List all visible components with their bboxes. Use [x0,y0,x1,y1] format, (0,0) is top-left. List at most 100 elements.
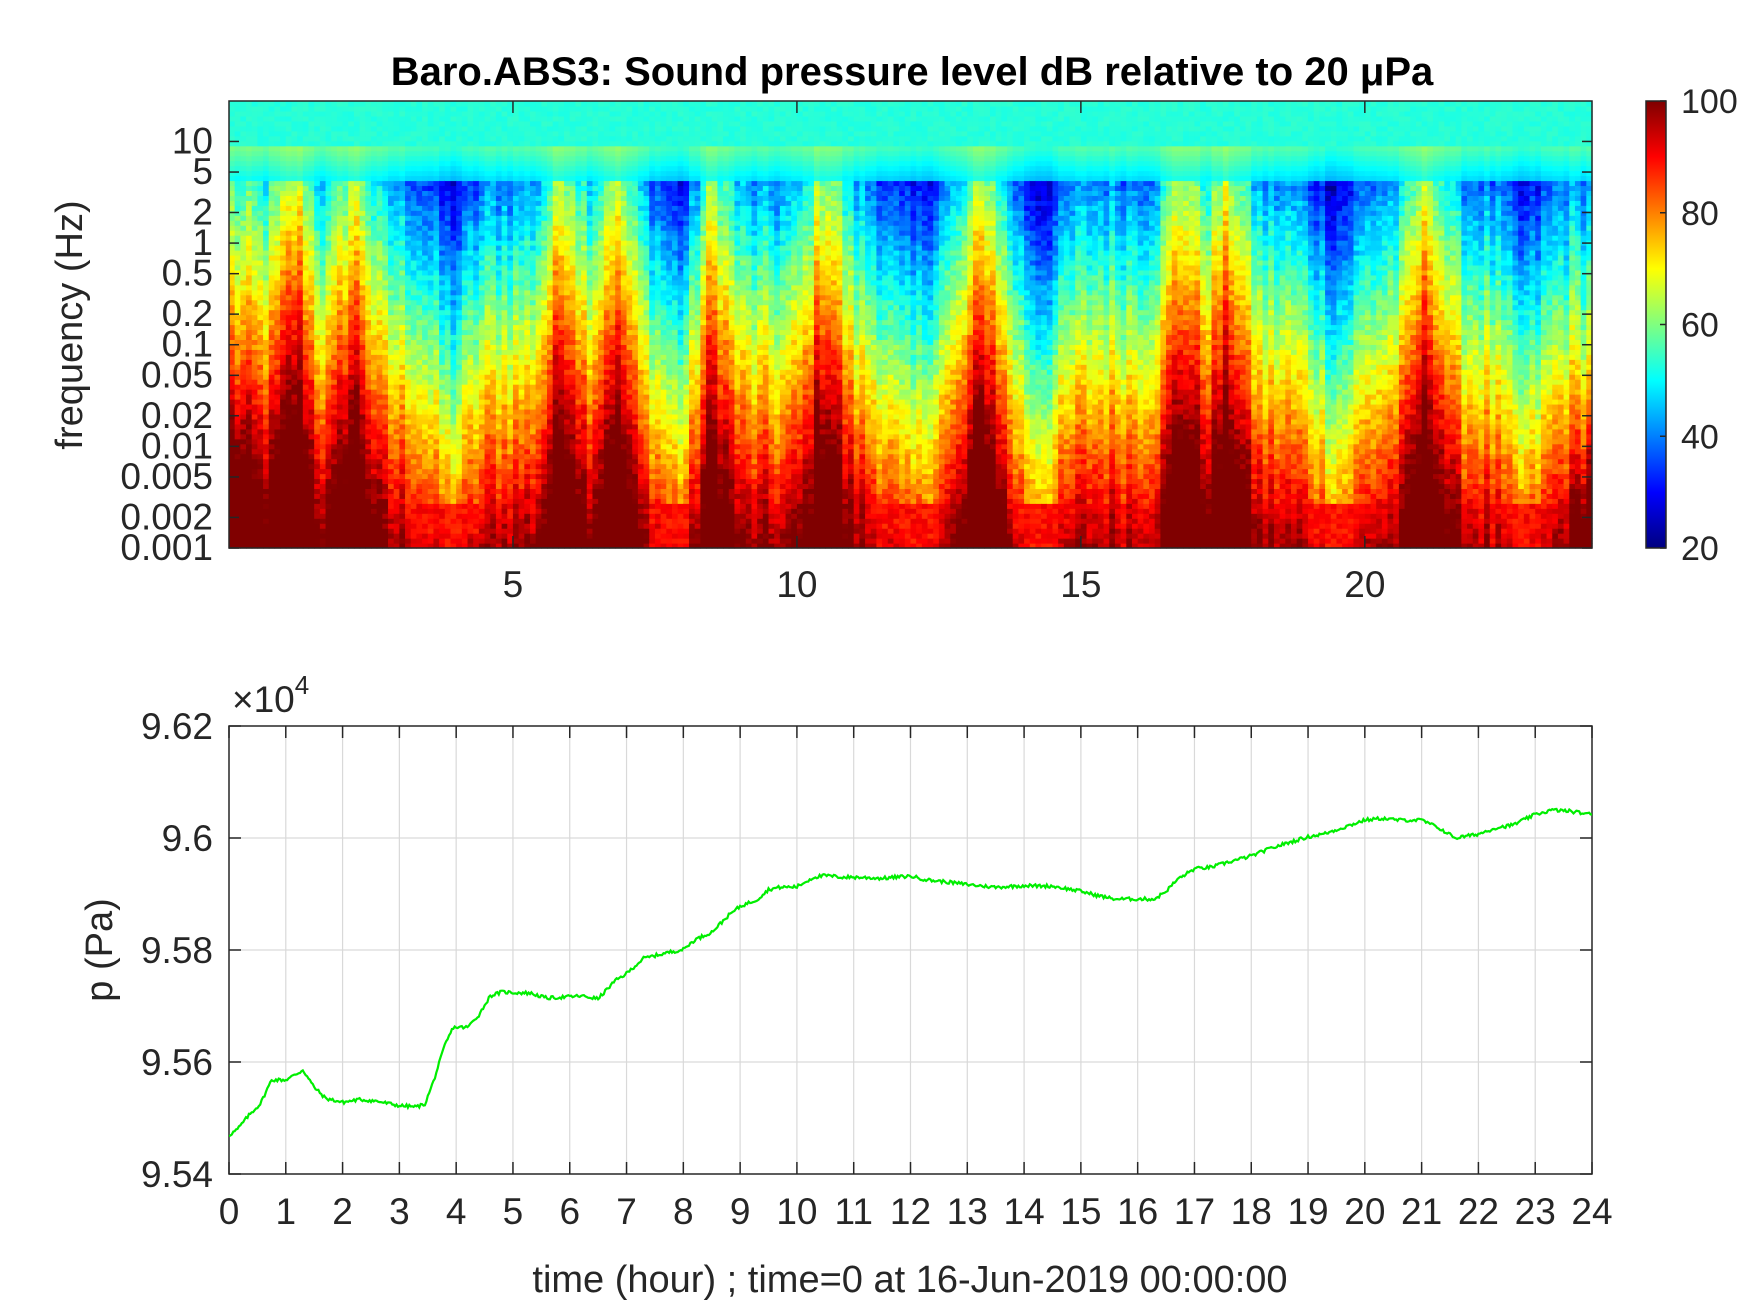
heatmap-cell [240,379,246,385]
heatmap-cell [320,151,326,157]
heatmap-cell [405,364,411,370]
heatmap-cell [377,528,383,534]
heatmap-cell [235,399,241,405]
heatmap-cell [456,538,462,544]
heatmap-cell [490,240,496,246]
heatmap-cell [405,508,411,514]
heatmap-cell [536,474,542,480]
heatmap-cell [286,116,292,122]
heatmap-cell [450,126,456,132]
heatmap-cell [291,225,297,231]
heatmap-cell [411,444,417,450]
heatmap-cell [479,300,485,306]
heatmap-cell [519,210,525,216]
heatmap-cell [530,339,536,345]
heatmap-cell [405,374,411,380]
heatmap-cell [450,300,456,306]
heatmap-cell [326,404,332,410]
heatmap-cell [326,528,332,534]
heatmap-cell [428,483,434,489]
heatmap-cell [286,454,292,460]
heatmap-cell [502,325,508,331]
heatmap-cell [257,503,263,509]
heatmap-cell [496,275,502,281]
heatmap-cell [320,513,326,519]
heatmap-cell [269,200,275,206]
heatmap-cell [473,220,479,226]
heatmap-cell [291,325,297,331]
spectrogram-title: Baro.ABS3: Sound pressure level dB relat… [391,50,1434,94]
heatmap-cell [422,414,428,420]
heatmap-cell [536,195,542,201]
heatmap-cell [371,379,377,385]
heatmap-cell [365,374,371,380]
heatmap-cell [416,474,422,480]
heatmap-cell [422,488,428,494]
heatmap-cell [343,250,349,256]
heatmap-cell [354,260,360,266]
heatmap-cell [394,503,400,509]
heatmap-cell [252,146,258,152]
heatmap-cell [445,151,451,157]
heatmap-cell [274,176,280,182]
heatmap-cell [473,171,479,177]
heatmap-cell [252,176,258,182]
heatmap-cell [445,389,451,395]
heatmap-cell [524,394,530,400]
heatmap-cell [450,503,456,509]
heatmap-cell [240,200,246,206]
heatmap-cell [411,533,417,539]
heatmap-cell [246,171,252,177]
heatmap-cell [439,444,445,450]
heatmap-cell [502,389,508,395]
heatmap-cell [519,404,525,410]
heatmap-cell [263,315,269,321]
heatmap-cell [394,528,400,534]
heatmap-cell [297,265,303,271]
heatmap-cell [274,280,280,286]
heatmap-cell [479,493,485,499]
heatmap-cell [485,459,491,465]
heatmap-cell [235,265,241,271]
heatmap-cell [354,185,360,191]
heatmap-cell [297,131,303,137]
heatmap-cell [502,488,508,494]
heatmap-cell [439,106,445,112]
heatmap-cell [274,260,280,266]
heatmap-cell [416,245,422,251]
heatmap-cell [337,285,343,291]
heatmap-cell [382,295,388,301]
heatmap-cell [450,151,456,157]
heatmap-cell [337,419,343,425]
heatmap-cell [309,156,315,162]
heatmap-cell [490,245,496,251]
heatmap-cell [513,270,519,276]
heatmap-cell [252,374,258,380]
heatmap-cell [229,290,235,296]
heatmap-cell [473,474,479,480]
heatmap-cell [433,235,439,241]
heatmap-cell [479,364,485,370]
heatmap-cell [490,454,496,460]
heatmap-cell [468,161,474,167]
heatmap-cell [314,469,320,475]
heatmap-cell [348,354,354,360]
heatmap-cell [422,389,428,395]
heatmap-cell [519,394,525,400]
heatmap-cell [422,215,428,221]
heatmap-cell [263,260,269,266]
heatmap-cell [337,146,343,152]
heatmap-cell [507,389,513,395]
heatmap-cell [246,409,252,415]
heatmap-cell [405,250,411,256]
heatmap-cell [433,339,439,345]
heatmap-cell [428,220,434,226]
heatmap-cell [399,434,405,440]
heatmap-cell [263,389,269,395]
heatmap-cell [496,444,502,450]
heatmap-cell [360,513,366,519]
heatmap-cell [456,503,462,509]
heatmap-cell [326,459,332,465]
heatmap-cell [468,180,474,186]
heatmap-cell [411,230,417,236]
